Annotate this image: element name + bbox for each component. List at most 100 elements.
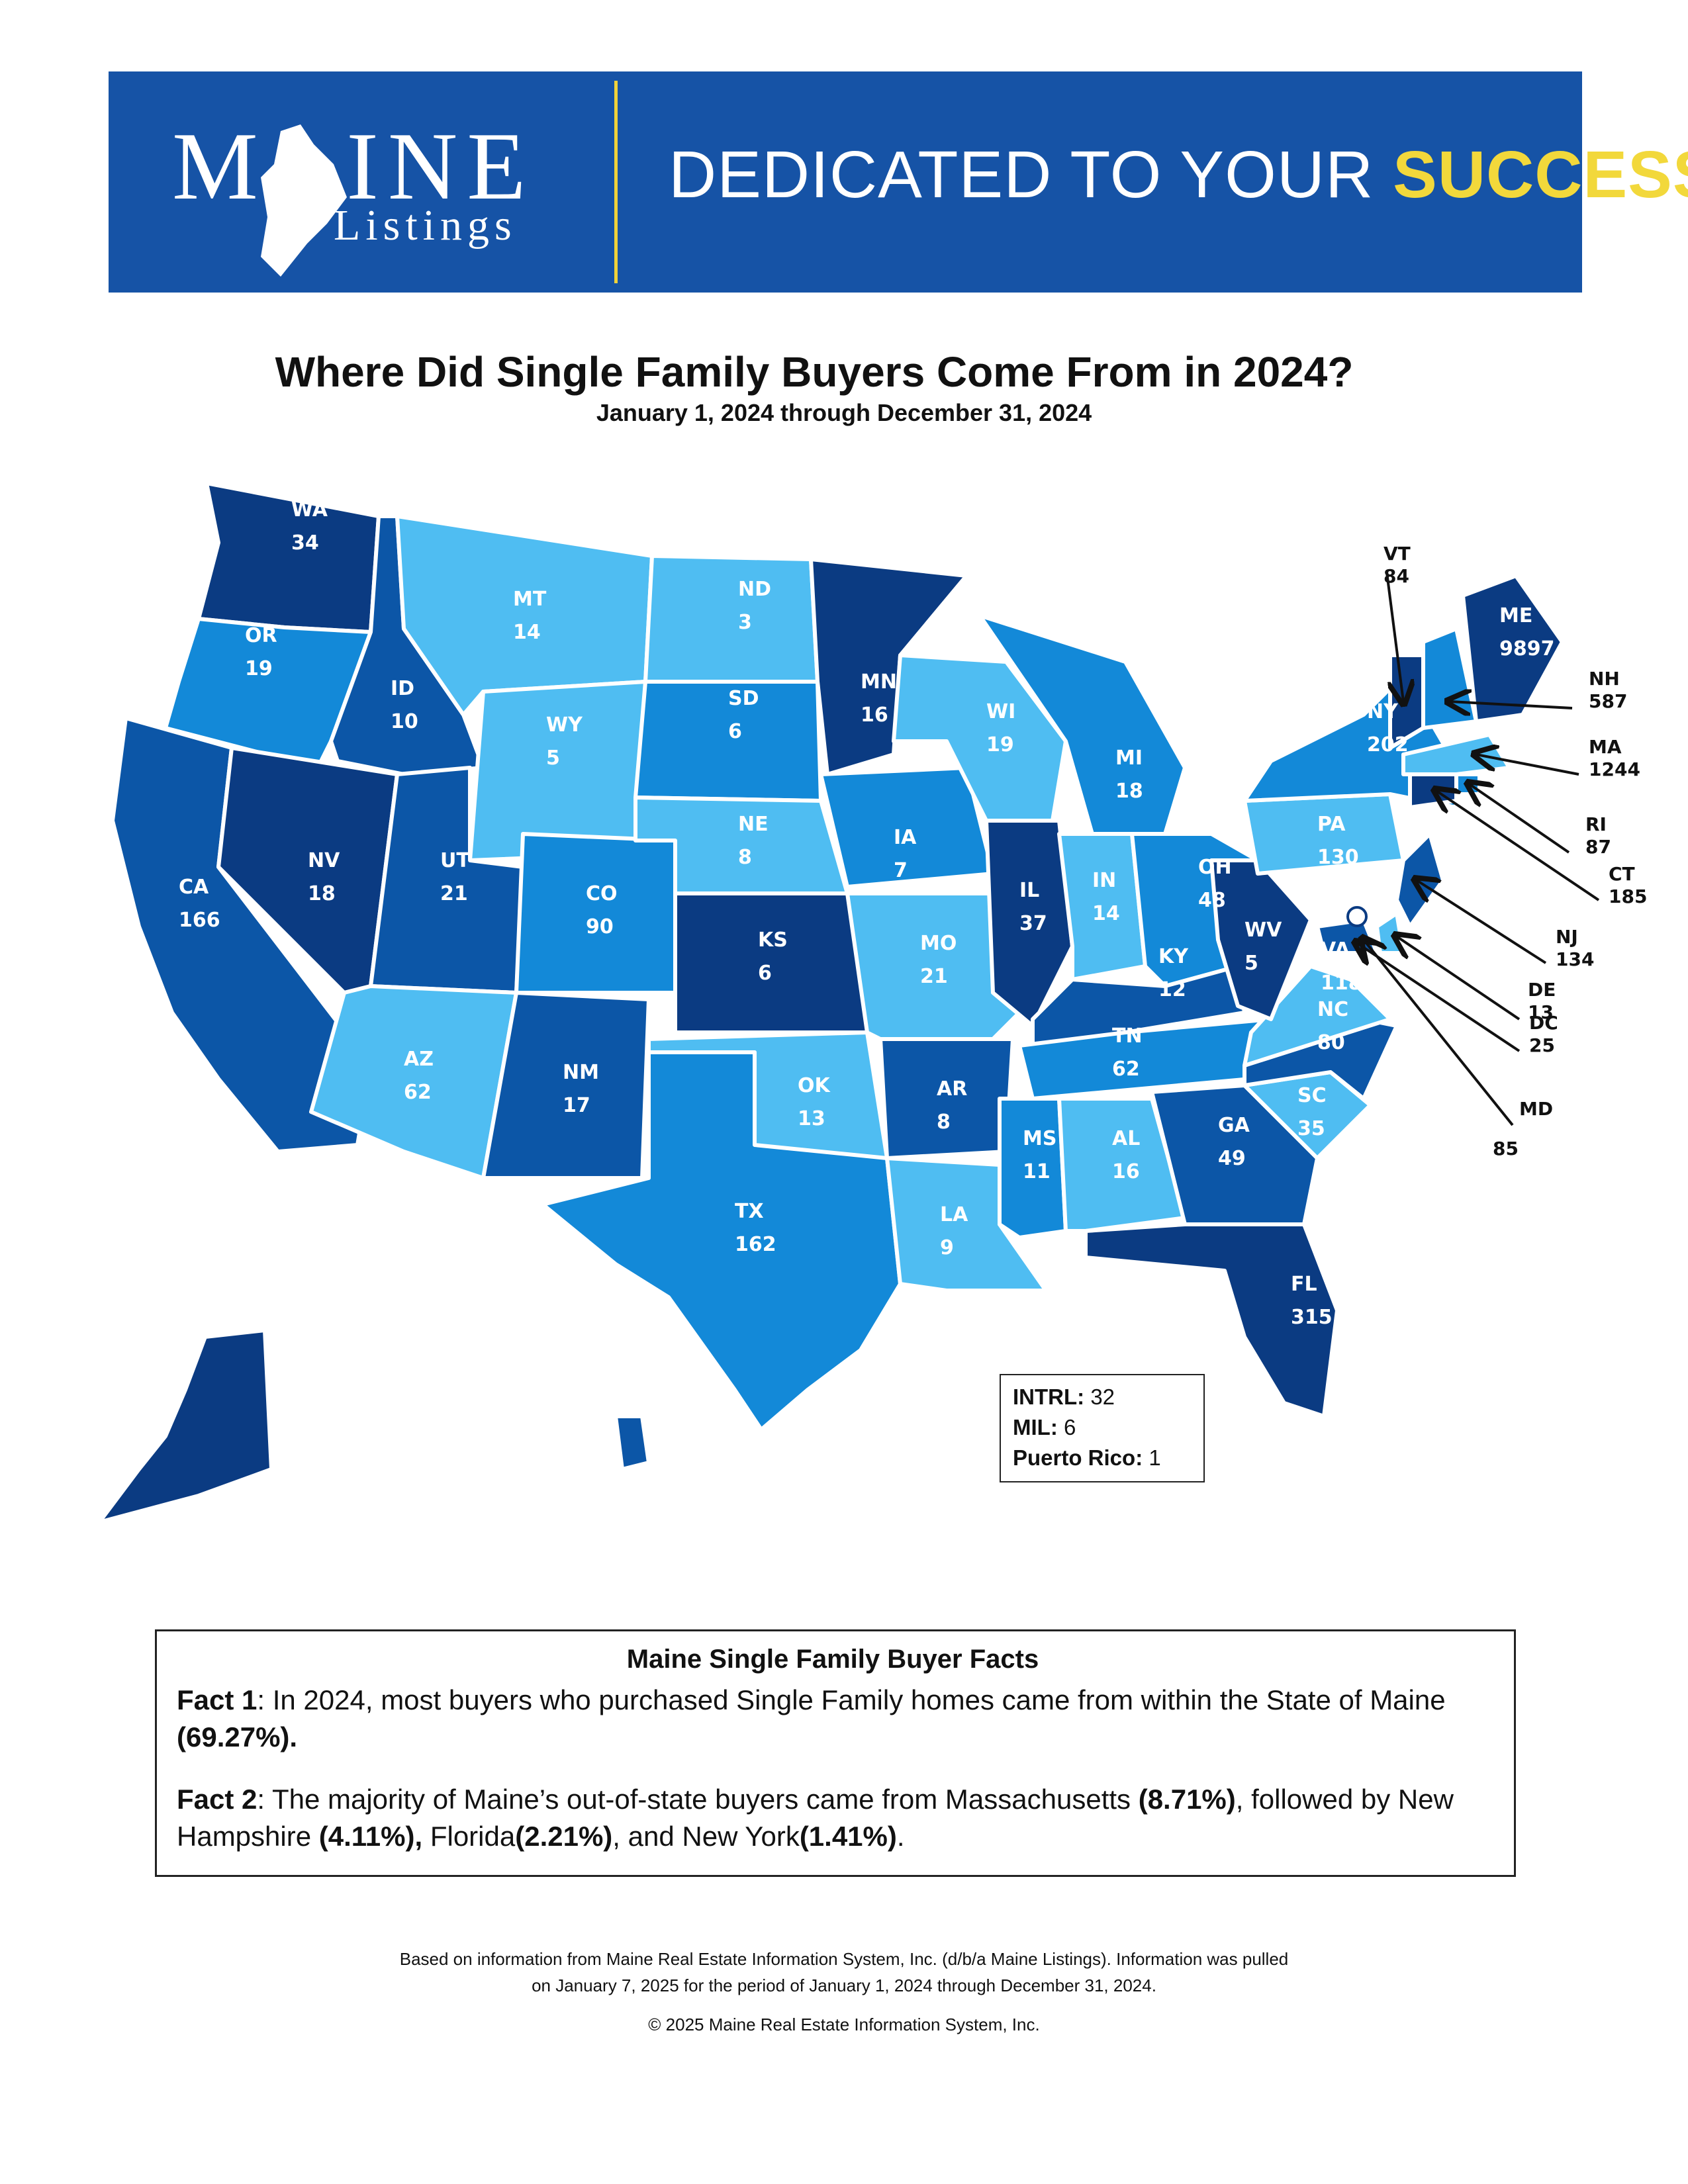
state-label-mi: MI xyxy=(1115,747,1143,770)
fact-2-text-c: Florida xyxy=(422,1821,516,1852)
state-value-al: 16 xyxy=(1112,1160,1140,1183)
callout-label-ct: CT xyxy=(1609,863,1635,885)
footer-source: Based on information from Maine Real Est… xyxy=(0,1946,1688,1999)
intl-row: INTRL: 32 xyxy=(1013,1382,1203,1412)
state-label-ks: KS xyxy=(758,929,788,952)
state-label-la: LA xyxy=(940,1203,968,1226)
callout-arrow-nh xyxy=(1450,702,1573,708)
callout-arrow-ri xyxy=(1470,784,1570,854)
state-label-mn: MN xyxy=(861,670,897,694)
state-label-ar: AR xyxy=(937,1077,967,1101)
state-shape-ct xyxy=(1408,772,1458,809)
state-value-id: 10 xyxy=(391,710,418,733)
page-subtitle: January 1, 2024 through December 31, 202… xyxy=(596,399,1092,426)
state-label-nm: NM xyxy=(563,1061,599,1084)
logo-subtitle: Listings xyxy=(334,201,517,250)
state-value-tn: 62 xyxy=(1112,1058,1140,1081)
state-value-wv: 5 xyxy=(1244,952,1258,975)
state-value-ms: 11 xyxy=(1023,1160,1051,1183)
tagline-text: DEDICATED TO YOUR xyxy=(669,138,1393,212)
state-value-la: 9 xyxy=(940,1236,954,1259)
callout-label-nh: NH xyxy=(1589,668,1620,690)
military-row: MIL: 6 xyxy=(1013,1412,1203,1443)
state-value-ky: 12 xyxy=(1158,978,1186,1001)
banner-divider xyxy=(614,81,618,283)
state-label-me: ME xyxy=(1499,604,1532,627)
state-label-ny: NY xyxy=(1367,700,1399,723)
state-shape-me xyxy=(1461,574,1564,723)
fact-2-text-a: : The majority of Maine’s out-of-state b… xyxy=(257,1784,1139,1815)
tagline-highlight: SUCCESS. xyxy=(1393,138,1688,212)
state-shape-wa xyxy=(197,481,381,634)
callout-arrow-nj xyxy=(1417,880,1547,964)
maine-state-logo-icon xyxy=(261,124,347,277)
state-value-ne: 8 xyxy=(738,846,752,869)
state-label-ky: KY xyxy=(1158,945,1189,968)
state-value-mn: 16 xyxy=(861,704,888,727)
state-label-ms: MS xyxy=(1023,1127,1056,1150)
footer-line-2: on January 7, 2025 for the period of Jan… xyxy=(532,1976,1156,1995)
state-label-nv: NV xyxy=(308,849,340,872)
fact-2-pct-a: (8.71%) xyxy=(1138,1784,1236,1815)
state-value-ks: 6 xyxy=(758,962,772,985)
header-banner: MAINE Listings DEDICATED TO YOUR SUCCESS… xyxy=(109,71,1688,293)
state-value-ia: 7 xyxy=(894,859,908,882)
state-label-id: ID xyxy=(391,677,414,700)
fact-2-text-b: , followed by New Hampshire xyxy=(177,1784,1454,1852)
state-label-al: AL xyxy=(1112,1127,1140,1150)
state-label-ne: NE xyxy=(738,813,769,836)
state-label-ok: OK xyxy=(798,1074,831,1097)
state-label-tn: TN xyxy=(1112,1024,1143,1048)
state-labels: WA34OR19CA166ID10NV18MT14WY5UT21AZ62CO90… xyxy=(179,498,1647,1514)
state-value-nd: 3 xyxy=(738,611,752,634)
state-value-co: 90 xyxy=(586,915,614,938)
state-label-in: IN xyxy=(1092,869,1116,892)
fact-2-pct-c: (2.21%) xyxy=(515,1821,613,1852)
intl-label: INTRL: xyxy=(1013,1385,1085,1409)
state-label-ga: GA xyxy=(1218,1114,1250,1137)
state-value-tx: 162 xyxy=(735,1233,776,1256)
state-shape-nj xyxy=(1395,832,1445,929)
callout-label-nj: NJ xyxy=(1556,926,1578,948)
us-buyer-origin-map: WA 34 OR 19 CA 166 ID 10 NV 18 MT 14 WY 5 UT 21 AZ 62 CO 90… xyxy=(0,463,1688,1555)
state-shape-ak xyxy=(97,1328,273,1524)
logo-wordmark: MAINE xyxy=(172,113,536,220)
state-value-in: 14 xyxy=(1092,902,1120,925)
state-label-or: OR xyxy=(245,624,277,647)
military-label: MIL: xyxy=(1013,1415,1058,1439)
callout-arrow-md xyxy=(1364,940,1514,1126)
state-shape-al xyxy=(1057,1097,1187,1233)
state-label-mt: MT xyxy=(513,588,547,611)
callout-label-ma: MA xyxy=(1589,736,1622,758)
fact-1-text: : In 2024, most buyers who purchased Sin… xyxy=(257,1684,1446,1715)
page-title: Where Did Single Family Buyers Come From… xyxy=(0,351,1688,393)
state-label-az: AZ xyxy=(404,1048,434,1071)
fact-2-label: Fact 2 xyxy=(177,1784,258,1815)
state-label-ut: UT xyxy=(440,849,470,872)
state-label-co: CO xyxy=(586,882,618,905)
fact-2-text-e: . xyxy=(896,1821,905,1852)
state-value-fl: 315 xyxy=(1291,1306,1333,1329)
state-label-ca: CA xyxy=(179,876,209,899)
state-shape-va xyxy=(1243,964,1392,1068)
state-value-il: 37 xyxy=(1019,912,1047,935)
military-value: 6 xyxy=(1063,1415,1076,1439)
callout-arrow-ma xyxy=(1476,754,1579,776)
facts-box: Maine Single Family Buyer Facts Fact 1: … xyxy=(155,1629,1516,1877)
state-value-ut: 21 xyxy=(440,882,468,905)
state-label-wi: WI xyxy=(986,700,1015,723)
state-shape-ga xyxy=(1150,1083,1319,1226)
state-label-nd: ND xyxy=(738,578,771,601)
state-value-ak: 10 xyxy=(321,1339,349,1362)
dc-star-icon xyxy=(1346,906,1368,927)
state-value-hi: 11 xyxy=(682,1491,710,1514)
fact-2: Fact 2: The majority of Maine’s out-of-s… xyxy=(177,1781,1489,1855)
callout-value-md: 85 xyxy=(1493,1138,1519,1160)
state-value-ok: 13 xyxy=(798,1107,825,1130)
intl-value: 32 xyxy=(1090,1385,1115,1409)
state-label-sc: SC xyxy=(1297,1084,1327,1107)
callout-value-nj: 134 xyxy=(1556,948,1594,970)
callout-label-md: MD xyxy=(1519,1098,1553,1120)
callout-label-de: DE xyxy=(1528,979,1556,1001)
state-label-il: IL xyxy=(1019,879,1039,902)
